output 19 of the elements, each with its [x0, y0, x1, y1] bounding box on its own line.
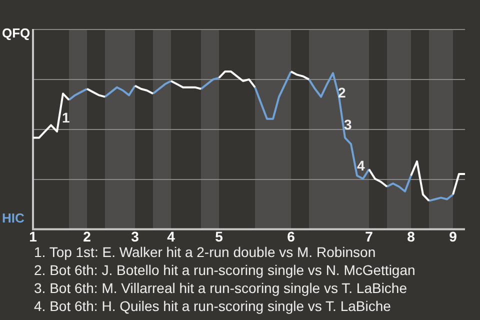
x-tick-label: 7 — [365, 228, 374, 244]
x-tick-label: 9 — [449, 228, 458, 244]
x-tick-label: 2 — [83, 228, 92, 244]
text: HIC — [2, 210, 25, 226]
x-tick-label: 1 — [29, 228, 38, 244]
x-tick-label: 6 — [287, 228, 296, 244]
annotation: 3 — [344, 116, 352, 133]
annotation: 2 — [338, 84, 346, 101]
text: QFQ — [2, 26, 30, 41]
x-tick-label: 3 — [131, 228, 140, 244]
text: 3. Bot 6th: M. Villarreal hit a run-scoring single vs T. LaBiche — [34, 279, 408, 297]
x-tick-label: 5 — [215, 228, 224, 244]
x-tick-label: 4 — [167, 228, 176, 244]
text: 2. Bot 6th: J. Botello hit a run-scoring single vs N. McGettigan — [34, 261, 416, 279]
x-tick-label: 8 — [407, 228, 416, 244]
annotation: 1 — [62, 110, 70, 126]
text: 4. Bot 6th: H. Quiles hit a run-scoring single vs T. LaBiche — [34, 297, 392, 315]
annotation: 4 — [356, 157, 365, 174]
text: 1. Top 1st: E. Walker hit a 2-run double vs M. Robinson — [34, 243, 377, 261]
